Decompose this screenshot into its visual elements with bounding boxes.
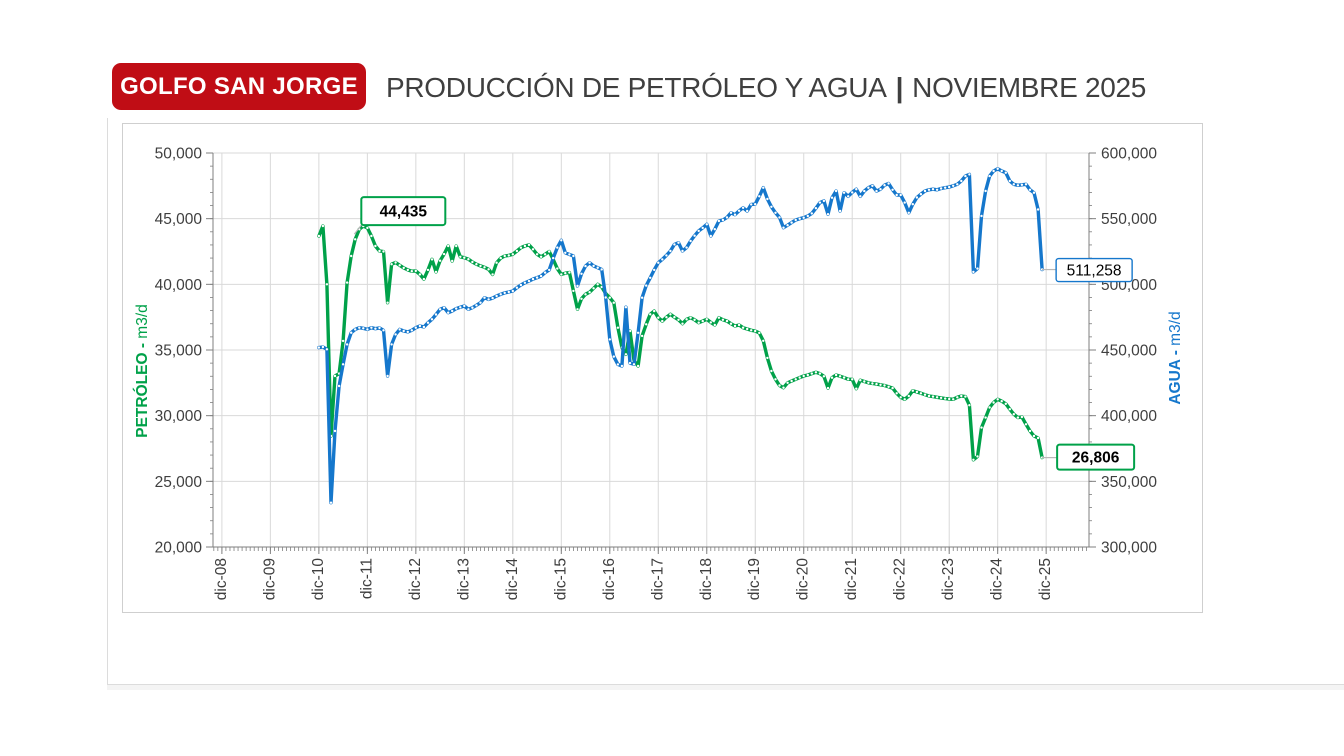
- svg-text:dic-22: dic-22: [892, 558, 909, 600]
- agua-series: [317, 167, 1044, 505]
- panel-bottom-rule: [107, 684, 1344, 685]
- svg-text:dic-23: dic-23: [940, 558, 957, 600]
- left-axis-title: PETRÓLEO - m3/d: [133, 304, 151, 438]
- svg-text:dic-25: dic-25: [1037, 558, 1054, 600]
- svg-text:300,000: 300,000: [1101, 540, 1157, 557]
- svg-text:dic-19: dic-19: [746, 558, 763, 600]
- svg-text:dic-21: dic-21: [843, 558, 860, 600]
- svg-text:dic-20: dic-20: [795, 558, 812, 601]
- svg-text:400,000: 400,000: [1101, 408, 1157, 425]
- page-title: PRODUCCIÓN DE PETRÓLEO Y AGUA | NOVIEMBRE …: [386, 72, 1146, 104]
- right-axis-title: AGUA - m3/d: [1167, 311, 1184, 404]
- svg-text:550,000: 550,000: [1101, 211, 1157, 228]
- svg-text:dic-10: dic-10: [310, 558, 327, 601]
- panel-bottom-band: [107, 685, 1344, 690]
- region-badge: GOLFO SAN JORGE: [112, 63, 366, 110]
- svg-text:20,000: 20,000: [155, 540, 203, 557]
- svg-text:45,000: 45,000: [155, 211, 203, 228]
- svg-text:35,000: 35,000: [155, 343, 203, 360]
- svg-text:40,000: 40,000: [155, 277, 203, 294]
- svg-text:30,000: 30,000: [155, 408, 203, 425]
- svg-text:dic-09: dic-09: [261, 558, 278, 600]
- svg-text:dic-17: dic-17: [649, 558, 666, 600]
- page-title-separator: |: [895, 72, 904, 103]
- axis-tick-labels: 50,000 45,000 40,000 35,000 30,000 25,000 20,0…: [155, 146, 1158, 601]
- page-title-period: NOVIEMBRE 2025: [912, 72, 1147, 103]
- region-badge-label: GOLFO SAN JORGE: [120, 72, 358, 100]
- annotations: 44,435 511,258 26,806: [353, 196, 1136, 471]
- data-label-26806: 26,806: [1072, 450, 1120, 467]
- svg-text:dic-12: dic-12: [407, 558, 424, 600]
- petroleo-series: [317, 224, 1044, 462]
- axes: [206, 152, 1096, 554]
- data-label-44435: 44,435: [380, 203, 428, 220]
- svg-text:600,000: 600,000: [1101, 146, 1157, 163]
- panel-left-rule: [107, 118, 108, 685]
- svg-text:350,000: 350,000: [1101, 474, 1157, 491]
- data-label-511258: 511,258: [1067, 262, 1122, 279]
- svg-text:dic-18: dic-18: [698, 558, 715, 600]
- svg-text:450,000: 450,000: [1101, 343, 1157, 360]
- svg-text:dic-13: dic-13: [455, 558, 472, 600]
- page-title-text: PRODUCCIÓN DE PETRÓLEO Y AGUA: [386, 72, 887, 103]
- chart-card: 50,000 45,000 40,000 35,000 30,000 25,000 20,0…: [122, 123, 1203, 613]
- svg-text:dic-11: dic-11: [358, 558, 375, 599]
- production-chart: 50,000 45,000 40,000 35,000 30,000 25,000 20,0…: [133, 146, 1184, 601]
- svg-text:dic-08: dic-08: [213, 558, 230, 600]
- svg-text:50,000: 50,000: [155, 146, 203, 163]
- svg-text:dic-14: dic-14: [504, 558, 521, 601]
- svg-text:dic-15: dic-15: [552, 558, 569, 600]
- svg-text:25,000: 25,000: [155, 474, 203, 491]
- svg-text:dic-16: dic-16: [601, 558, 618, 600]
- svg-text:dic-24: dic-24: [989, 558, 1006, 601]
